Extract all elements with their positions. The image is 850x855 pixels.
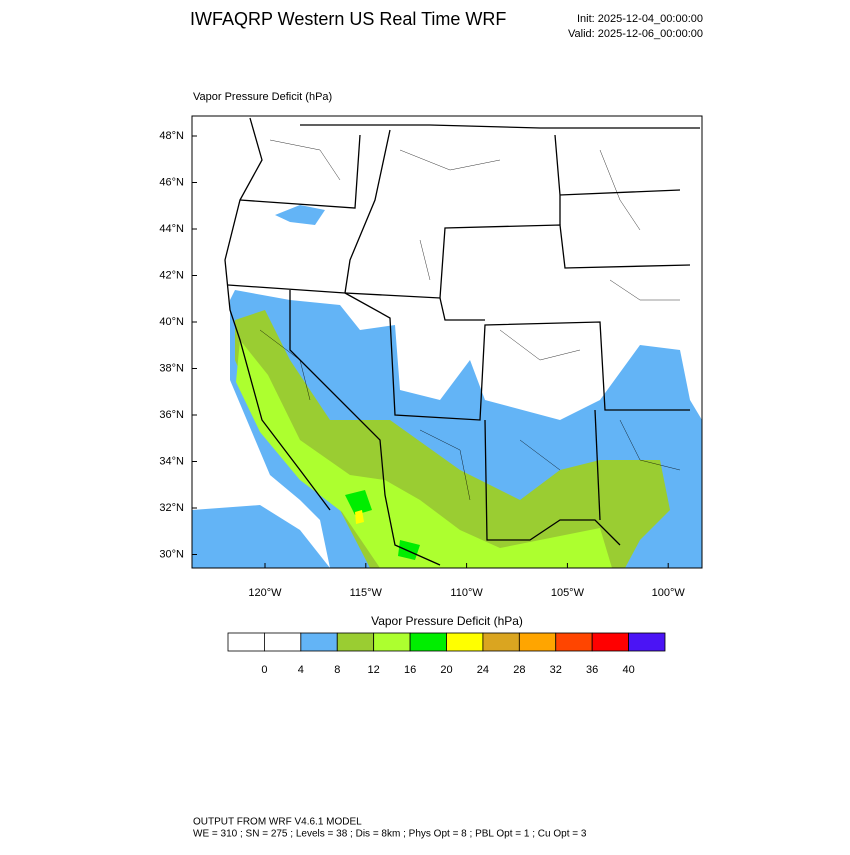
colorbar-tick-label: 20 (440, 664, 452, 676)
colorbar-tick-label: 8 (334, 664, 340, 676)
lat-label: 44°N (159, 223, 184, 235)
colorbar-tick-label: 4 (298, 664, 304, 676)
colorbar-box (336, 632, 375, 652)
colorbar-tick-label: 12 (368, 664, 380, 676)
map (191, 115, 703, 569)
colorbar-box (591, 632, 629, 652)
colorbar: 0 4 8 12 16 20 24 28 32 36 40 (227, 632, 666, 676)
colorbar-tick-label: 0 (261, 664, 267, 676)
title: IWFAQRP Western US Real Time WRF (190, 9, 506, 29)
colorbar-tick-label: 36 (586, 664, 598, 676)
field-label: Vapor Pressure Deficit (hPa) (193, 91, 332, 103)
lon-label: 110°W (450, 587, 483, 599)
lat-label: 30°N (159, 548, 184, 560)
colorbar-tick-label: 16 (404, 664, 416, 676)
lat-label: 48°N (159, 130, 184, 142)
lon-label: 100°W (652, 587, 686, 599)
vpd-region (275, 205, 325, 225)
footer-line: WE = 310 ; SN = 275 ; Levels = 38 ; Dis … (193, 829, 587, 840)
colorbar-tick-label: 40 (622, 664, 634, 676)
footer-line: OUTPUT FROM WRF V4.6.1 MODEL (193, 817, 362, 828)
init-time: Init: 2025-12-04_00:00:00 (577, 13, 703, 25)
colorbar-box (518, 632, 557, 652)
colorbar-box (409, 632, 447, 652)
colorbar-tick-label: 28 (513, 664, 525, 676)
colorbar-title: Vapor Pressure Deficit (hPa) (371, 614, 523, 628)
vpd-region (192, 505, 330, 568)
colorbar-tick-label: 32 (550, 664, 562, 676)
colorbar-box (300, 632, 338, 652)
colorbar-box (373, 632, 411, 652)
map-frame (191, 115, 703, 569)
colorbar-box (227, 632, 265, 652)
lon-label: 120°W (248, 587, 282, 599)
lat-label: 40°N (159, 316, 184, 328)
colorbar-box (482, 632, 520, 652)
colorbar-box (264, 632, 302, 652)
lon-labels: 120°W 115°W 110°W 105°W 100°W (248, 563, 685, 599)
colorbar-box (555, 632, 593, 652)
vpd-region (345, 490, 420, 560)
lon-label: 115°W (350, 587, 383, 599)
vpd-region (236, 340, 612, 568)
lat-label: 36°N (159, 409, 184, 421)
colorbar-box (628, 632, 666, 652)
lon-label: 105°W (551, 587, 585, 599)
lat-label: 32°N (159, 502, 184, 514)
vpd-region (355, 510, 364, 524)
colorbar-tick-label: 24 (477, 664, 489, 676)
lat-label: 42°N (159, 269, 184, 281)
lat-labels: 48°N 46°N 44°N 42°N 40°N 38°N 36°N 34°N 32°N 30°N (159, 130, 197, 560)
lat-label: 34°N (159, 455, 184, 467)
lat-label: 46°N (159, 176, 184, 188)
lat-label: 38°N (159, 362, 184, 374)
valid-time: Valid: 2025-12-06_00:00:00 (568, 28, 703, 40)
colorbar-box (446, 632, 484, 652)
county-borders (259, 139, 681, 501)
state-borders (224, 117, 700, 566)
